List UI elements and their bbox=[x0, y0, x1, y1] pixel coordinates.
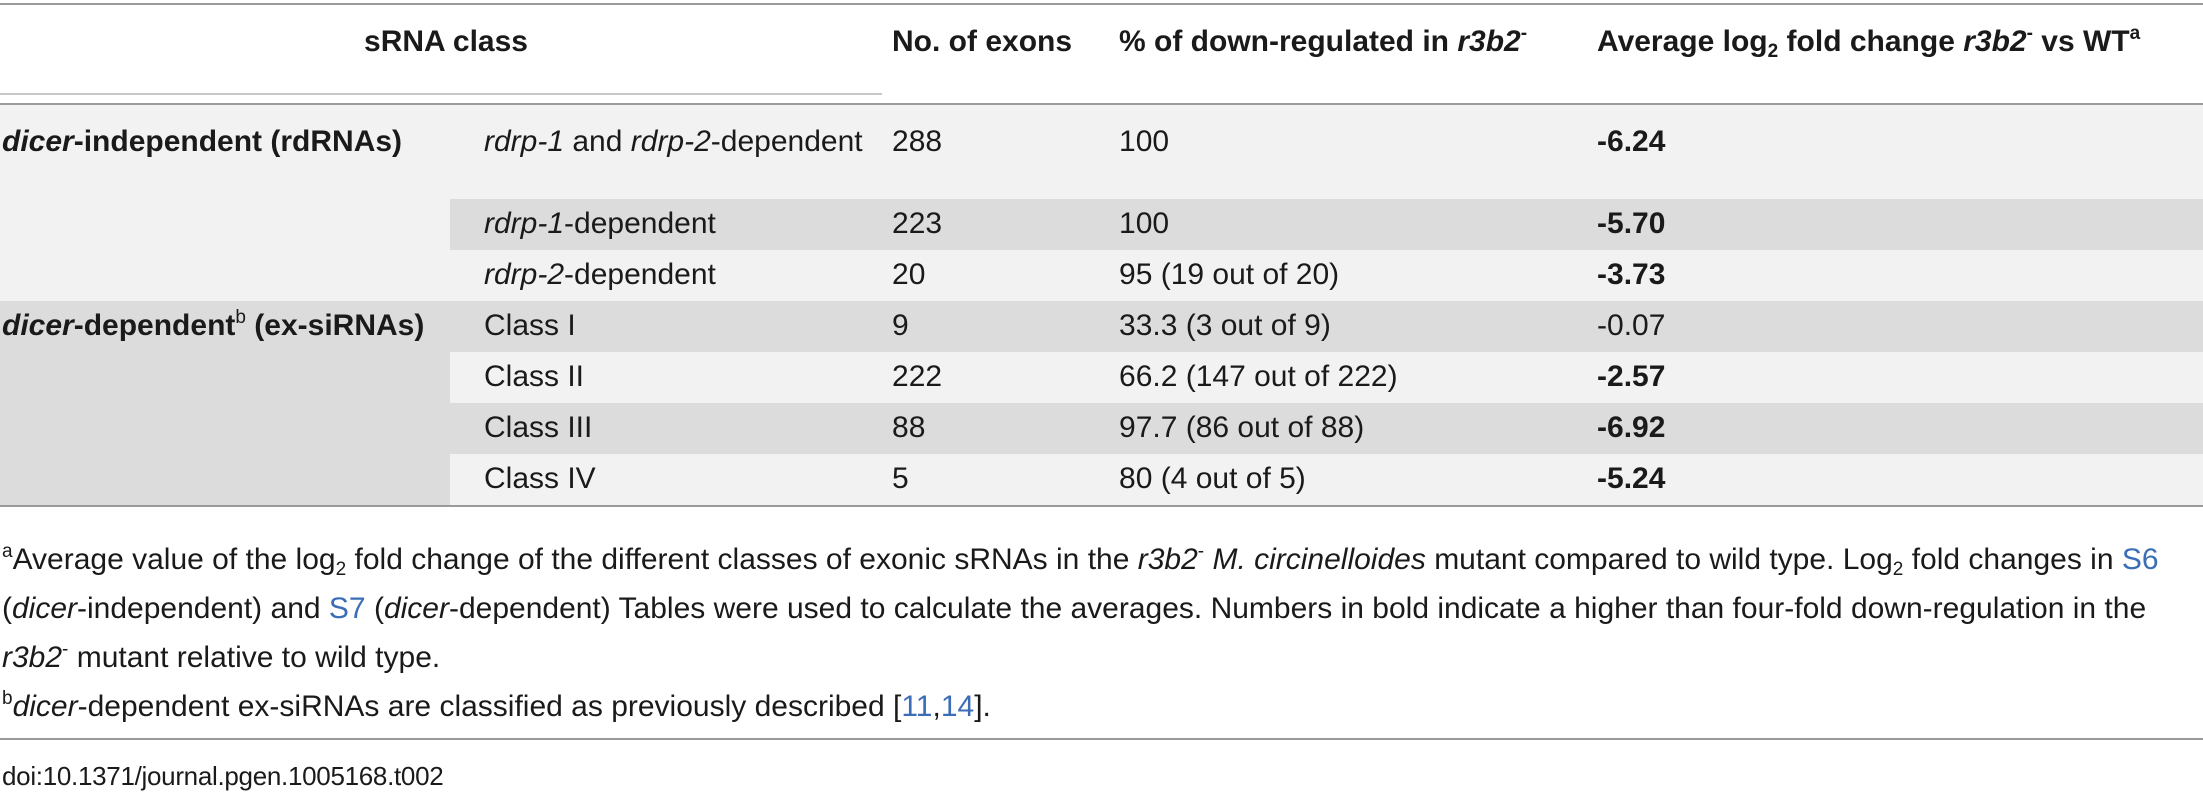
link-ref-14[interactable]: 14 bbox=[940, 690, 975, 723]
exons-cell: 20 bbox=[892, 250, 1120, 301]
subclass-cell: Class IV bbox=[450, 454, 893, 506]
subclass-cell: Class III bbox=[450, 403, 893, 454]
pct-cell: 95 (19 out of 20) bbox=[1119, 250, 1598, 301]
table-row: dicer-independent (rdRNAs) rdrp-1 and rd… bbox=[0, 104, 2203, 301]
table-row: Class III 88 97.7 (86 out of 88) -6.92 bbox=[0, 403, 2203, 454]
exons-cell: 223 bbox=[892, 199, 1120, 250]
header-srna-class: sRNA class bbox=[0, 4, 892, 104]
exons-cell: 288 bbox=[892, 104, 1120, 199]
avg-cell: -2.57 bbox=[1597, 352, 2203, 403]
pct-cell: 97.7 (86 out of 88) bbox=[1119, 403, 1598, 454]
subclass-cell: rdrp-1-dependent bbox=[450, 199, 893, 250]
pct-cell: 66.2 (147 out of 222) bbox=[1119, 352, 1598, 403]
subclass-cell: rdrp-1 and rdrp-2-dependent bbox=[450, 104, 893, 199]
subclass-cell: Class II bbox=[450, 352, 893, 403]
pct-cell: 100 bbox=[1119, 104, 1598, 199]
pct-cell: 80 (4 out of 5) bbox=[1119, 454, 1598, 506]
exons-cell: 9 bbox=[892, 301, 1120, 352]
table-row: Class IV 5 80 (4 out of 5) -5.24 bbox=[0, 454, 2203, 506]
table-row: Class II 222 66.2 (147 out of 222) -2.57 bbox=[0, 352, 2203, 403]
header-avg-log2: Average log2 fold change r3b2- vs WTa bbox=[1597, 23, 2141, 62]
avg-cell: -5.24 bbox=[1597, 454, 2203, 506]
pct-cell: 100 bbox=[1119, 199, 1598, 250]
footnote-b: bdicer-dependent ex-siRNAs are classifie… bbox=[2, 688, 991, 723]
avg-cell: -3.73 bbox=[1597, 250, 2203, 301]
exons-cell: 222 bbox=[892, 352, 1120, 403]
group-dicer-independent: dicer-independent (rdRNAs) bbox=[0, 104, 450, 301]
doi-label: doi:10.1371/journal.pgen.1005168.t002 bbox=[2, 761, 444, 791]
header-pct-down: % of down-regulated in r3b2- bbox=[1119, 23, 1528, 58]
table-row: rdrp-2-dependent 20 95 (19 out of 20) -3… bbox=[0, 250, 2203, 301]
avg-cell: -6.24 bbox=[1597, 104, 2203, 199]
avg-cell: -0.07 bbox=[1597, 301, 2203, 352]
srna-table: sRNA class No. of exons % of down-regula… bbox=[0, 3, 2203, 507]
link-s6[interactable]: S6 bbox=[2121, 543, 2159, 576]
group-dicer-dependent: dicer-dependentb (ex-siRNAs) bbox=[0, 301, 450, 506]
pct-cell: 33.3 (3 out of 9) bbox=[1119, 301, 1598, 352]
table-row: dicer-dependentb (ex-siRNAs) Class I 9 3… bbox=[0, 301, 2203, 506]
link-ref-11[interactable]: 11 bbox=[901, 690, 933, 723]
avg-cell: -6.92 bbox=[1597, 403, 2203, 454]
exons-cell: 88 bbox=[892, 403, 1120, 454]
exons-cell: 5 bbox=[892, 454, 1120, 506]
bottom-rule bbox=[0, 738, 2203, 740]
subclass-cell: rdrp-2-dependent bbox=[450, 250, 893, 301]
header-no-exons: No. of exons bbox=[892, 25, 1073, 58]
table-footnotes: aAverage value of the log2 fold change o… bbox=[2, 535, 2197, 731]
avg-cell: -5.70 bbox=[1597, 199, 2203, 250]
table-header-row: sRNA class No. of exons % of down-regula… bbox=[0, 4, 2203, 104]
subclass-cell: Class I bbox=[450, 301, 893, 352]
footnote-a: aAverage value of the log2 fold change o… bbox=[2, 541, 2159, 674]
link-s7[interactable]: S7 bbox=[328, 592, 366, 625]
table-row: rdrp-1-dependent 223 100 -5.70 bbox=[0, 199, 2203, 250]
